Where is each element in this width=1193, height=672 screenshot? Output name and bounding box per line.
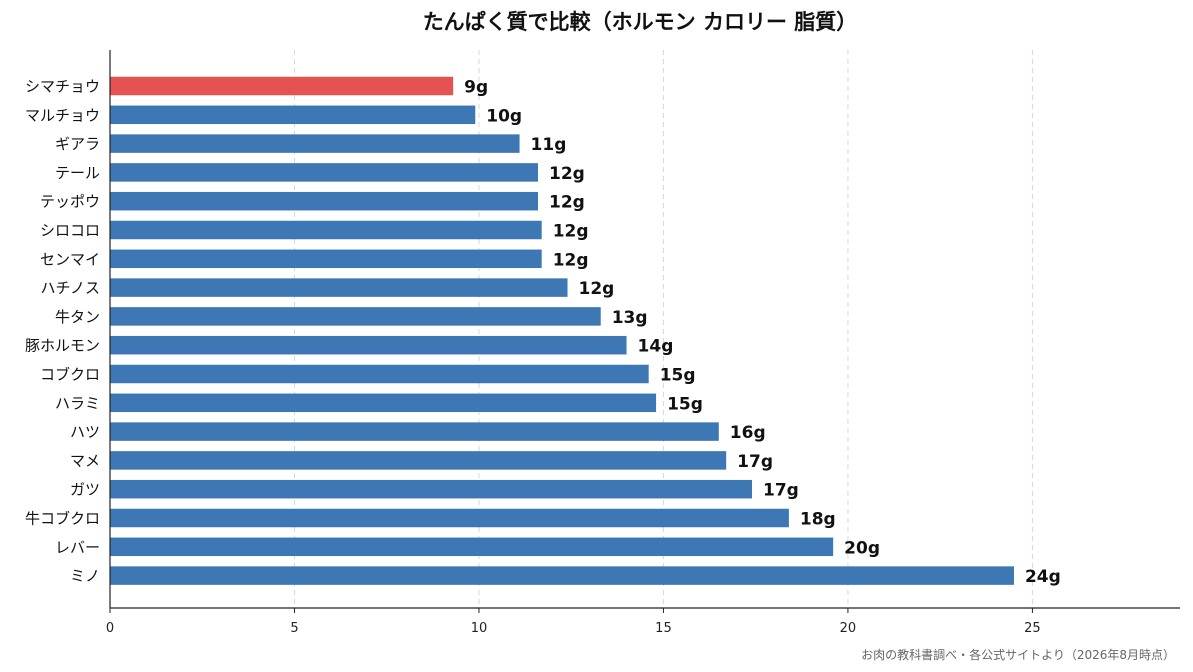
category-label: テール bbox=[55, 164, 100, 182]
value-label: 13g bbox=[612, 308, 648, 328]
value-label: 24g bbox=[1025, 567, 1061, 587]
value-label: 12g bbox=[549, 164, 585, 184]
category-label: レバー bbox=[55, 538, 100, 556]
value-label: 12g bbox=[549, 193, 585, 213]
bar bbox=[110, 105, 476, 125]
category-label: ギアラ bbox=[55, 135, 100, 153]
value-label: 9g bbox=[464, 78, 488, 98]
category-label: ハツ bbox=[70, 423, 100, 441]
bar bbox=[110, 76, 454, 96]
category-label: マメ bbox=[70, 452, 100, 470]
x-tick-label: 20 bbox=[840, 621, 857, 636]
bar bbox=[110, 163, 538, 182]
bar bbox=[110, 364, 649, 384]
value-label: 12g bbox=[579, 279, 615, 299]
value-label: 20g bbox=[844, 538, 880, 558]
bar bbox=[110, 278, 568, 297]
category-label: シロコロ bbox=[40, 222, 100, 240]
category-label: マルチョウ bbox=[25, 106, 100, 124]
value-label: 15g bbox=[660, 366, 696, 386]
value-label: 11g bbox=[531, 135, 567, 155]
bar bbox=[110, 249, 542, 269]
bar bbox=[110, 479, 752, 499]
category-label: ガツ bbox=[70, 481, 100, 499]
x-tick-label: 5 bbox=[290, 621, 298, 636]
bar bbox=[110, 393, 657, 413]
bar bbox=[110, 422, 719, 441]
bar bbox=[110, 191, 538, 211]
category-label: 牛タン bbox=[55, 308, 100, 326]
chart-title: たんぱく質で比較（ホルモン カロリー 脂質） bbox=[423, 10, 858, 34]
x-tick-label: 10 bbox=[471, 621, 488, 636]
axes: 0 5 10 15 20 25 bbox=[106, 50, 1180, 636]
value-label: 17g bbox=[737, 452, 773, 472]
value-label: 17g bbox=[763, 481, 799, 501]
value-label: 14g bbox=[638, 337, 674, 357]
bar bbox=[110, 220, 542, 240]
bar bbox=[110, 307, 601, 326]
category-label: シマチョウ bbox=[25, 78, 100, 96]
category-label: ミノ bbox=[70, 567, 100, 585]
value-label: 15g bbox=[667, 394, 703, 414]
x-tick-label: 15 bbox=[655, 621, 672, 636]
value-label: 12g bbox=[553, 222, 589, 242]
bar bbox=[110, 508, 789, 528]
category-label: コブクロ bbox=[40, 366, 100, 384]
bar bbox=[110, 566, 1014, 585]
bar bbox=[110, 335, 627, 355]
bar bbox=[110, 134, 520, 153]
source-note: お肉の教科書調べ・各公式サイトより（2026年8月時点） bbox=[861, 647, 1175, 662]
category-label: センマイ bbox=[40, 250, 100, 268]
value-label: 16g bbox=[730, 423, 766, 443]
bar bbox=[110, 537, 834, 557]
x-tick-label: 25 bbox=[1024, 621, 1041, 636]
value-label: 12g bbox=[553, 250, 589, 270]
x-tick-label: 0 bbox=[106, 621, 114, 636]
category-label: ハチノス bbox=[40, 279, 100, 297]
bars: シマチョウ 9g マルチョウ 10g ギアラ 11g テール 12g テッポウ 12g シロコロ 12… bbox=[25, 76, 1061, 587]
category-label: 豚ホルモン bbox=[25, 337, 100, 355]
category-label: 牛コブクロ bbox=[25, 510, 100, 528]
bar bbox=[110, 451, 727, 470]
value-label: 10g bbox=[486, 106, 522, 126]
category-label: ハラミ bbox=[55, 394, 100, 412]
category-label: テッポウ bbox=[40, 193, 100, 211]
value-label: 18g bbox=[800, 510, 836, 530]
